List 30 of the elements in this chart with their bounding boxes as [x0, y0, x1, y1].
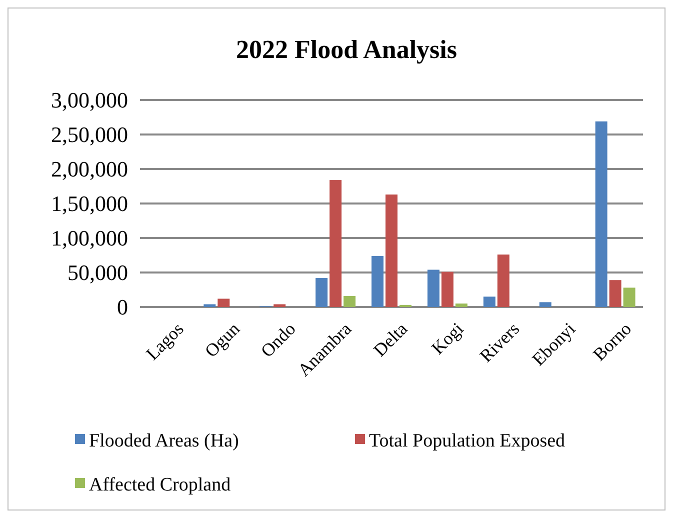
bar — [344, 296, 356, 307]
y-tick-label: 1,00,000 — [51, 226, 128, 251]
bar — [539, 302, 552, 307]
bar — [372, 256, 384, 307]
y-tick-label: 2,50,000 — [51, 122, 128, 148]
bar — [386, 194, 398, 307]
bar — [497, 254, 510, 307]
bar — [623, 288, 636, 307]
x-tick-label: Ondo — [256, 318, 300, 362]
x-tick-label: Ogun — [200, 318, 244, 362]
y-tick-label: 1,50,000 — [51, 191, 128, 216]
bar — [218, 298, 230, 307]
legend-label: Flooded Areas (Ha) — [89, 430, 239, 452]
bar — [595, 121, 608, 307]
chart-title: 2022 Flood Analysis — [236, 35, 458, 64]
y-tick-label: 3,00,000 — [51, 88, 128, 113]
bar — [204, 304, 216, 307]
bar — [316, 278, 328, 307]
bar — [455, 304, 468, 307]
y-tick-label: 0 — [117, 294, 128, 320]
bar — [483, 296, 496, 307]
y-tick-label: 50,000 — [68, 260, 128, 286]
bar — [609, 280, 622, 307]
legend-label: Total Population Exposed — [369, 430, 566, 452]
legend-label: Affected Cropland — [89, 474, 232, 496]
bar — [427, 270, 440, 307]
bar — [330, 180, 342, 307]
bar — [441, 272, 454, 307]
y-tick-label: 2,00,000 — [51, 156, 128, 182]
bar — [274, 304, 286, 307]
